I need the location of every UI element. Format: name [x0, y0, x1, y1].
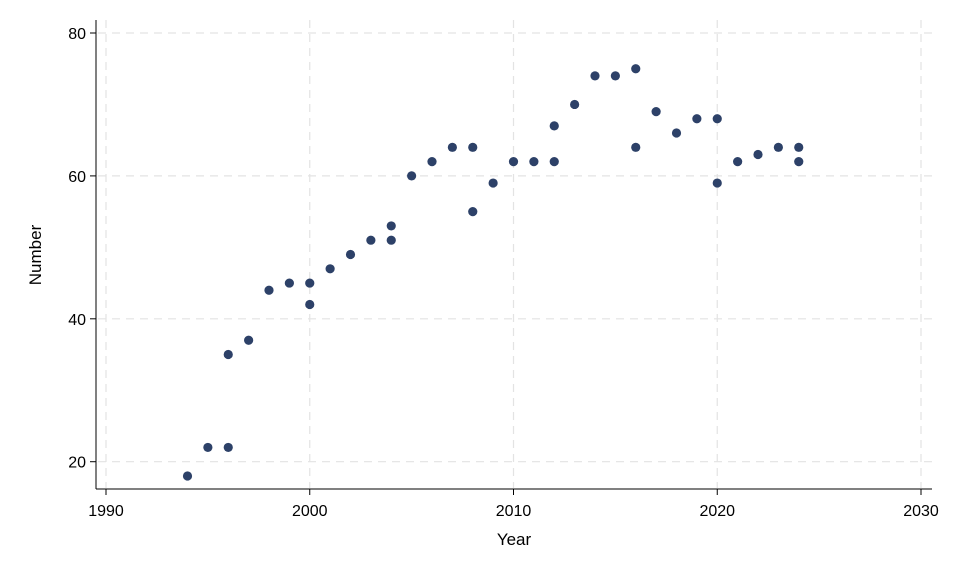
data-point: [508, 157, 519, 167]
data-point: [794, 142, 804, 152]
data-point: [651, 106, 661, 117]
data-point: [407, 171, 417, 181]
data-point: [671, 128, 682, 138]
grid-lines: [98, 20, 932, 488]
x-tick-label: 2010: [496, 503, 532, 520]
data-point: [386, 235, 396, 245]
data-point: [712, 114, 722, 124]
data-point: [325, 264, 335, 274]
ticks: 20 40 60 80 1990 2000 2010 2020 2030: [68, 26, 939, 520]
data-point: [203, 442, 213, 453]
x-tick-label: 1990: [88, 503, 124, 520]
data-point: [773, 142, 783, 152]
x-axis-title: Year: [497, 530, 532, 549]
data-point: [631, 142, 641, 152]
data-point: [345, 249, 356, 260]
data-point: [305, 278, 315, 288]
data-point: [549, 157, 559, 167]
data-point: [386, 221, 396, 231]
data-point: [305, 299, 315, 310]
data-point: [610, 71, 620, 81]
data-point: [468, 142, 478, 152]
data-point: [794, 157, 804, 167]
data-point: [570, 99, 580, 110]
data-point: [284, 278, 294, 288]
data-point: [447, 142, 457, 152]
data-point: [692, 114, 702, 124]
y-tick-label: 20: [68, 455, 86, 472]
y-tick-label: 60: [68, 169, 86, 186]
data-point: [244, 335, 254, 345]
data-point: [590, 71, 600, 81]
data-point: [631, 64, 641, 74]
data-point: [427, 157, 437, 167]
data-point: [712, 178, 722, 188]
data-point: [182, 471, 193, 481]
data-point: [264, 285, 274, 295]
data-point: [366, 235, 376, 245]
y-axis-title: Number: [26, 224, 45, 285]
data-point: [223, 442, 233, 453]
y-tick-label: 40: [68, 312, 86, 329]
data-points: [182, 64, 804, 481]
x-tick-label: 2020: [699, 503, 735, 520]
x-tick-label: 2030: [903, 503, 939, 520]
data-point: [488, 178, 498, 188]
data-point: [529, 157, 539, 167]
data-point: [223, 349, 233, 360]
data-point: [468, 207, 478, 217]
data-point: [549, 121, 559, 131]
y-tick-label: 80: [68, 26, 86, 43]
data-point: [733, 157, 743, 167]
x-tick-label: 2000: [292, 503, 328, 520]
data-point: [753, 149, 763, 160]
